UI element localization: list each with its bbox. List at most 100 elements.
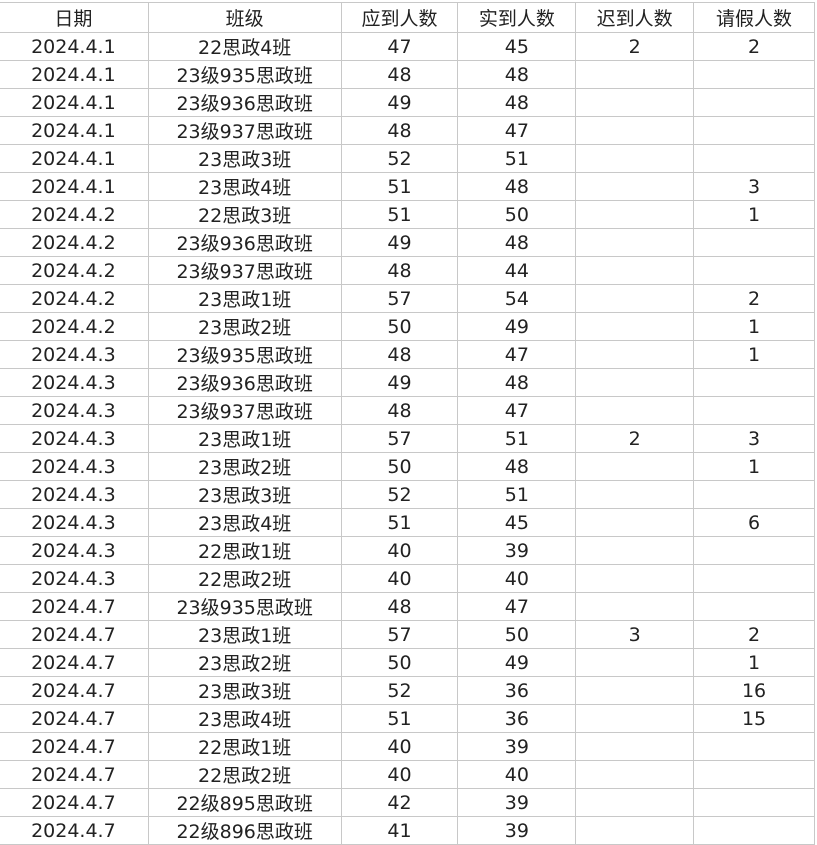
cell-class[interactable]: 23思政3班 <box>147 480 342 509</box>
cell-class[interactable]: 22思政1班 <box>147 536 342 565</box>
cell-class[interactable]: 23级936思政班 <box>147 88 342 117</box>
cell-present[interactable]: 36 <box>457 676 577 705</box>
cell-present[interactable]: 47 <box>457 340 577 369</box>
cell-late[interactable] <box>575 816 695 845</box>
header-class[interactable]: 班级 <box>147 2 342 33</box>
cell-expected[interactable]: 40 <box>340 760 459 789</box>
cell-expected[interactable]: 49 <box>340 368 459 397</box>
cell-leave[interactable] <box>693 60 815 89</box>
cell-late[interactable] <box>575 676 695 705</box>
cell-late[interactable] <box>575 452 695 481</box>
cell-leave[interactable] <box>693 396 815 425</box>
cell-late[interactable]: 2 <box>575 32 695 61</box>
cell-date[interactable]: 2024.4.7 <box>0 704 149 733</box>
cell-date[interactable]: 2024.4.1 <box>0 88 149 117</box>
cell-present[interactable]: 48 <box>457 228 577 257</box>
cell-date[interactable]: 2024.4.7 <box>0 788 149 817</box>
cell-leave[interactable]: 1 <box>693 200 815 229</box>
cell-late[interactable] <box>575 368 695 397</box>
cell-class[interactable]: 22思政4班 <box>147 32 342 61</box>
cell-present[interactable]: 49 <box>457 312 577 341</box>
cell-expected[interactable]: 48 <box>340 60 459 89</box>
cell-leave[interactable]: 15 <box>693 704 815 733</box>
cell-present[interactable]: 40 <box>457 760 577 789</box>
cell-late[interactable] <box>575 172 695 201</box>
cell-expected[interactable]: 49 <box>340 88 459 117</box>
cell-expected[interactable]: 41 <box>340 816 459 845</box>
cell-date[interactable]: 2024.4.7 <box>0 816 149 845</box>
cell-expected[interactable]: 52 <box>340 480 459 509</box>
cell-class[interactable]: 23思政2班 <box>147 452 342 481</box>
cell-expected[interactable]: 48 <box>340 116 459 145</box>
cell-present[interactable]: 48 <box>457 368 577 397</box>
cell-late[interactable] <box>575 564 695 593</box>
cell-expected[interactable]: 52 <box>340 144 459 173</box>
cell-expected[interactable]: 48 <box>340 340 459 369</box>
cell-present[interactable]: 47 <box>457 592 577 621</box>
cell-late[interactable] <box>575 144 695 173</box>
cell-late[interactable] <box>575 396 695 425</box>
cell-expected[interactable]: 50 <box>340 452 459 481</box>
cell-leave[interactable] <box>693 480 815 509</box>
cell-leave[interactable]: 2 <box>693 284 815 313</box>
cell-present[interactable]: 51 <box>457 144 577 173</box>
cell-leave[interactable] <box>693 228 815 257</box>
cell-class[interactable]: 22思政2班 <box>147 760 342 789</box>
cell-present[interactable]: 48 <box>457 88 577 117</box>
cell-expected[interactable]: 57 <box>340 284 459 313</box>
cell-late[interactable] <box>575 480 695 509</box>
cell-present[interactable]: 39 <box>457 732 577 761</box>
cell-expected[interactable]: 40 <box>340 564 459 593</box>
header-leave[interactable]: 请假人数 <box>693 2 815 33</box>
cell-present[interactable]: 45 <box>457 508 577 537</box>
cell-leave[interactable] <box>693 788 815 817</box>
cell-late[interactable]: 3 <box>575 620 695 649</box>
cell-late[interactable] <box>575 536 695 565</box>
cell-present[interactable]: 54 <box>457 284 577 313</box>
cell-date[interactable]: 2024.4.3 <box>0 424 149 453</box>
cell-class[interactable]: 23思政1班 <box>147 284 342 313</box>
cell-class[interactable]: 23级937思政班 <box>147 116 342 145</box>
cell-class[interactable]: 23思政4班 <box>147 508 342 537</box>
cell-late[interactable] <box>575 200 695 229</box>
cell-present[interactable]: 50 <box>457 200 577 229</box>
cell-present[interactable]: 47 <box>457 396 577 425</box>
cell-date[interactable]: 2024.4.7 <box>0 648 149 677</box>
cell-class[interactable]: 23级936思政班 <box>147 228 342 257</box>
cell-present[interactable]: 39 <box>457 536 577 565</box>
cell-class[interactable]: 23思政3班 <box>147 144 342 173</box>
cell-class[interactable]: 23思政3班 <box>147 676 342 705</box>
cell-date[interactable]: 2024.4.3 <box>0 564 149 593</box>
cell-present[interactable]: 39 <box>457 788 577 817</box>
cell-leave[interactable]: 3 <box>693 424 815 453</box>
cell-late[interactable] <box>575 704 695 733</box>
cell-leave[interactable]: 2 <box>693 620 815 649</box>
cell-class[interactable]: 23思政1班 <box>147 424 342 453</box>
cell-class[interactable]: 23思政2班 <box>147 312 342 341</box>
cell-date[interactable]: 2024.4.3 <box>0 396 149 425</box>
cell-class[interactable]: 23级935思政班 <box>147 592 342 621</box>
cell-expected[interactable]: 50 <box>340 648 459 677</box>
cell-leave[interactable]: 3 <box>693 172 815 201</box>
cell-date[interactable]: 2024.4.3 <box>0 508 149 537</box>
cell-date[interactable]: 2024.4.7 <box>0 620 149 649</box>
cell-date[interactable]: 2024.4.3 <box>0 536 149 565</box>
cell-expected[interactable]: 40 <box>340 536 459 565</box>
cell-date[interactable]: 2024.4.2 <box>0 284 149 313</box>
cell-leave[interactable] <box>693 760 815 789</box>
cell-date[interactable]: 2024.4.1 <box>0 60 149 89</box>
cell-class[interactable]: 23思政4班 <box>147 172 342 201</box>
cell-class[interactable]: 23级937思政班 <box>147 396 342 425</box>
cell-present[interactable]: 49 <box>457 648 577 677</box>
cell-leave[interactable] <box>693 536 815 565</box>
cell-expected[interactable]: 52 <box>340 676 459 705</box>
cell-present[interactable]: 51 <box>457 480 577 509</box>
cell-leave[interactable] <box>693 564 815 593</box>
cell-class[interactable]: 22思政2班 <box>147 564 342 593</box>
cell-date[interactable]: 2024.4.3 <box>0 452 149 481</box>
cell-class[interactable]: 22思政3班 <box>147 200 342 229</box>
cell-expected[interactable]: 47 <box>340 32 459 61</box>
cell-late[interactable] <box>575 256 695 285</box>
cell-expected[interactable]: 49 <box>340 228 459 257</box>
cell-date[interactable]: 2024.4.3 <box>0 368 149 397</box>
